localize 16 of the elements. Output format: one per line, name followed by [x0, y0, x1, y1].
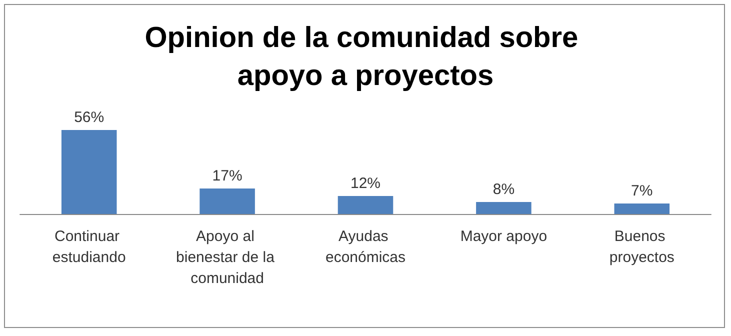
- data-label: 8%: [492, 181, 515, 198]
- data-label: 56%: [74, 109, 104, 126]
- x-tick-label: Mayor apoyo: [460, 228, 548, 245]
- chart-title: Opinion de la comunidad sobre apoyo a proyectos: [144, 22, 586, 92]
- data-label: 17%: [212, 168, 242, 184]
- data-label: 7%: [631, 182, 653, 200]
- x-tick-label: Continuar estudiando: [52, 228, 126, 266]
- x-tick-label: Apoyo al bienestar de la comunidad: [176, 228, 279, 287]
- bar: [200, 188, 255, 214]
- bar: [338, 196, 394, 214]
- x-tick-label: Ayudas económicas: [325, 228, 406, 266]
- bar: [614, 204, 670, 214]
- bar: [61, 130, 117, 214]
- data-label: 12%: [350, 175, 381, 192]
- x-tick-label: Buenos proyectos: [609, 228, 674, 266]
- bar: [476, 202, 532, 214]
